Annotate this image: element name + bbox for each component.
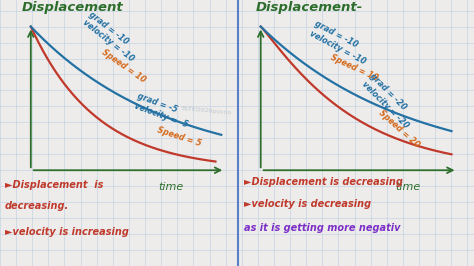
Text: time: time: [396, 182, 421, 192]
Text: Speed = 10: Speed = 10: [329, 53, 380, 83]
Text: time: time: [158, 182, 183, 192]
Text: 5STEO020posno: 5STEO020posno: [180, 106, 232, 115]
Text: Speed = 10: Speed = 10: [100, 48, 147, 85]
Text: Displacement-: Displacement-: [256, 1, 363, 14]
Text: grad = -10
velocity = -10: grad = -10 velocity = -10: [81, 10, 142, 63]
Text: ►Displacement is decreasing: ►Displacement is decreasing: [244, 177, 403, 187]
Text: Speed = 5: Speed = 5: [156, 126, 203, 148]
Text: ►Displacement  is: ►Displacement is: [5, 180, 103, 190]
Text: decreasing.: decreasing.: [5, 201, 69, 211]
Text: as it is getting more negativ: as it is getting more negativ: [244, 223, 401, 234]
Text: grad = -5
velocity = -5: grad = -5 velocity = -5: [133, 92, 193, 130]
Text: Displacement: Displacement: [21, 1, 123, 14]
Text: Speed = 20: Speed = 20: [377, 109, 421, 150]
Text: grad = -20
velocity = -20: grad = -20 velocity = -20: [360, 72, 418, 130]
Text: ►velocity is increasing: ►velocity is increasing: [5, 227, 128, 238]
Text: grad = -10
velocity = -10: grad = -10 velocity = -10: [308, 19, 372, 66]
Text: ►velocity is decreasing: ►velocity is decreasing: [244, 200, 371, 210]
